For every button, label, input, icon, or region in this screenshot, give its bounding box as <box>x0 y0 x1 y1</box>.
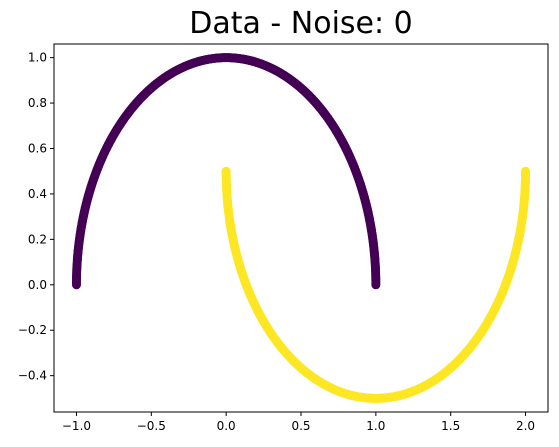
x-tick-label: 0.0 <box>217 419 236 433</box>
x-tick-label: 2.0 <box>516 419 535 433</box>
x-axis: −1.0 −0.5 0.0 0.5 1.0 1.5 2.0 <box>62 412 535 433</box>
data-point <box>72 280 81 289</box>
y-tick-label: 0.2 <box>28 232 47 246</box>
data-point <box>521 167 530 176</box>
x-tick-label: −1.0 <box>62 419 91 433</box>
x-tick-label: −0.5 <box>137 419 166 433</box>
y-tick-label: −0.4 <box>18 369 47 383</box>
x-tick-label: 1.0 <box>366 419 385 433</box>
y-axis: −0.4 −0.2 0.0 0.2 0.4 0.6 0.8 1.0 <box>18 51 54 383</box>
y-tick-label: 0.4 <box>28 187 47 201</box>
y-tick-label: −0.2 <box>18 323 47 337</box>
x-tick-label: 0.5 <box>291 419 310 433</box>
y-tick-label: 0.0 <box>28 278 47 292</box>
axes-frame <box>54 44 548 412</box>
plot-area <box>72 53 530 403</box>
y-tick-label: 0.6 <box>28 141 47 155</box>
y-tick-label: 0.8 <box>28 96 47 110</box>
x-tick-label: 1.5 <box>441 419 460 433</box>
chart-title: Data - Noise: 0 <box>189 6 412 41</box>
y-tick-label: 1.0 <box>28 51 47 65</box>
